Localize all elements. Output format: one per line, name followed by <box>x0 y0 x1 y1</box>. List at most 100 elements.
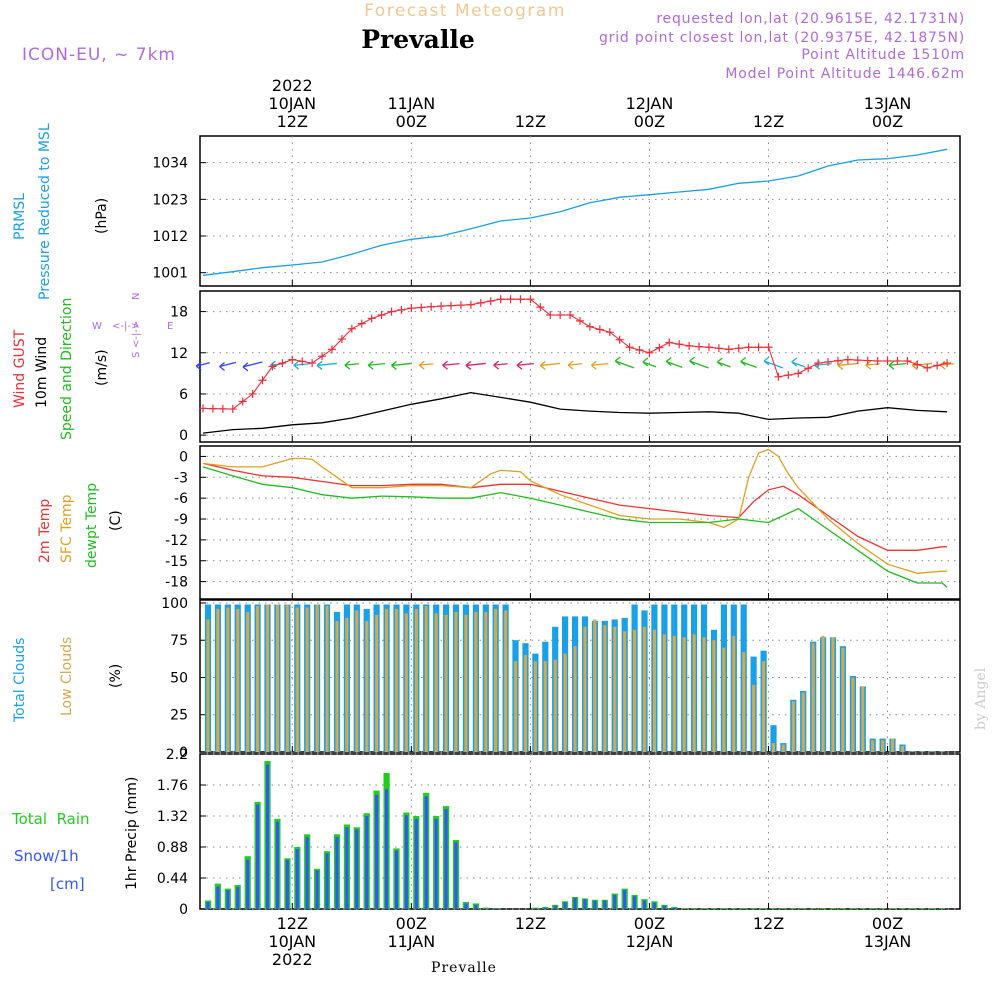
top-axis-label-3-1: 00Z <box>634 112 665 131</box>
snow-bar <box>375 794 379 909</box>
gust-marker <box>764 343 773 352</box>
bottom-axis-label-0-2: 2022 <box>272 950 313 969</box>
low-cloud-bar <box>573 646 577 752</box>
gust-marker <box>318 352 327 361</box>
precip-ytick-label-2: 0.88 <box>157 840 188 856</box>
low-cloud-bar <box>484 611 488 752</box>
low-cloud-bar <box>672 635 676 752</box>
gust-marker <box>536 303 545 312</box>
snow-bar <box>434 818 438 909</box>
bottom-axis-label-0-0: 12Z <box>277 914 308 933</box>
precip-grid <box>200 753 960 910</box>
gust-marker <box>754 343 763 352</box>
low-cloud-bar <box>305 607 309 752</box>
rain-bar <box>899 908 906 909</box>
rain-bar <box>730 908 737 909</box>
total-cloud-bar <box>770 725 777 752</box>
wind-direction-arrow <box>539 360 561 370</box>
snow-bar <box>226 890 230 909</box>
clouds-panel: 0 25 50 75 100 Total Clouds Low Clouds (%) <box>12 596 961 761</box>
wind-frame <box>199 290 961 443</box>
gust-marker <box>546 311 555 320</box>
wind-unit: (m/s) <box>94 349 110 386</box>
low-cloud-bar <box>563 653 567 752</box>
low-cloud-bar <box>881 740 885 752</box>
snow-bar <box>633 896 637 909</box>
wind-direction-arrow <box>642 357 657 368</box>
wind-direction-arrow <box>740 357 757 368</box>
rain-bar <box>929 908 936 909</box>
gust-marker <box>407 304 416 313</box>
rain-bar <box>839 908 846 909</box>
wind-ytick-label-0: 0 <box>179 428 188 444</box>
low-cloud-bar <box>315 604 319 752</box>
snow-bar <box>662 905 666 909</box>
rain-bar <box>790 908 797 909</box>
gust-marker <box>814 359 823 368</box>
precip-ytick-label-0: 0 <box>179 902 188 918</box>
low-cloud-bar <box>494 608 498 752</box>
gust-marker <box>556 311 565 320</box>
gust-marker <box>248 389 257 398</box>
pressure-panel: 1001 1012 1023 1034 PRMSL Pressure Reduced … <box>12 123 961 300</box>
clouds-bars <box>204 604 946 752</box>
pressure-line <box>202 148 948 276</box>
snow-bar <box>593 900 597 909</box>
low-cloud-bar <box>732 635 736 752</box>
rain-bar <box>879 908 886 909</box>
gust-marker <box>367 314 376 323</box>
t2m-label: 2m Temp <box>37 499 53 563</box>
snow-bar <box>315 870 319 910</box>
precip-ytick-label-4: 1.76 <box>157 778 188 794</box>
low-cloud-bar <box>811 643 815 752</box>
gust-marker <box>417 303 426 312</box>
gust-marker <box>893 357 902 366</box>
low-cloud-bar <box>226 607 230 752</box>
clouds-yticks: 0 25 50 75 100 <box>161 596 188 761</box>
wind-speed-line <box>202 391 948 434</box>
wind-ytick-label-1: 6 <box>179 387 188 403</box>
snow-bar <box>464 903 468 909</box>
gust-marker <box>784 371 793 380</box>
snow-bar <box>424 796 428 909</box>
temperature-grid <box>200 446 960 599</box>
tsfc-line <box>202 448 948 574</box>
snow-bar <box>236 887 240 909</box>
gust-marker <box>308 359 317 368</box>
gust-marker <box>794 369 803 378</box>
precip-bars <box>204 761 946 910</box>
low-cloud-bar <box>861 686 865 752</box>
gust-marker <box>357 319 366 328</box>
low-cloud-bar <box>454 611 458 752</box>
gust-marker <box>635 346 644 355</box>
tsfc-label: SFC Temp <box>59 494 75 563</box>
low-cloud-bar <box>652 629 656 752</box>
low-cloud-bar <box>692 634 696 752</box>
top-axis-label-4-0: 12Z <box>753 112 784 131</box>
watermark: by Angel <box>973 667 989 730</box>
bottom-axis-label-5-0: 00Z <box>872 914 903 933</box>
pressure-ytick-label-2: 1023 <box>152 192 188 208</box>
gust-marker <box>526 295 535 304</box>
t2m-line <box>202 462 948 551</box>
wind-direction-arrow <box>391 360 412 370</box>
clouds-frame <box>199 599 961 753</box>
wind-direction-arrow <box>716 357 731 368</box>
gust-marker <box>218 404 227 413</box>
gust-marker <box>208 404 217 413</box>
location-title: Prevalle <box>361 25 475 54</box>
snow-bar <box>385 789 389 909</box>
snow-bar <box>206 902 210 909</box>
gust-marker <box>506 295 515 304</box>
rain-bar <box>889 908 896 909</box>
rain-label: Total Rain <box>11 810 90 828</box>
rain-bar <box>909 908 916 909</box>
dewpt-label: dewpt Temp <box>84 483 100 568</box>
low-cloud-bar <box>523 655 527 752</box>
low-cloud-bar <box>702 637 706 752</box>
precip-panel: 00.440.881.321.762.2 Total Rain Snow/1h … <box>11 747 961 918</box>
snow-bar <box>394 850 398 909</box>
low-cloud-bar <box>831 637 835 752</box>
requested-coords: requested lon,lat (20.9615E, 42.1731N) <box>656 11 965 27</box>
